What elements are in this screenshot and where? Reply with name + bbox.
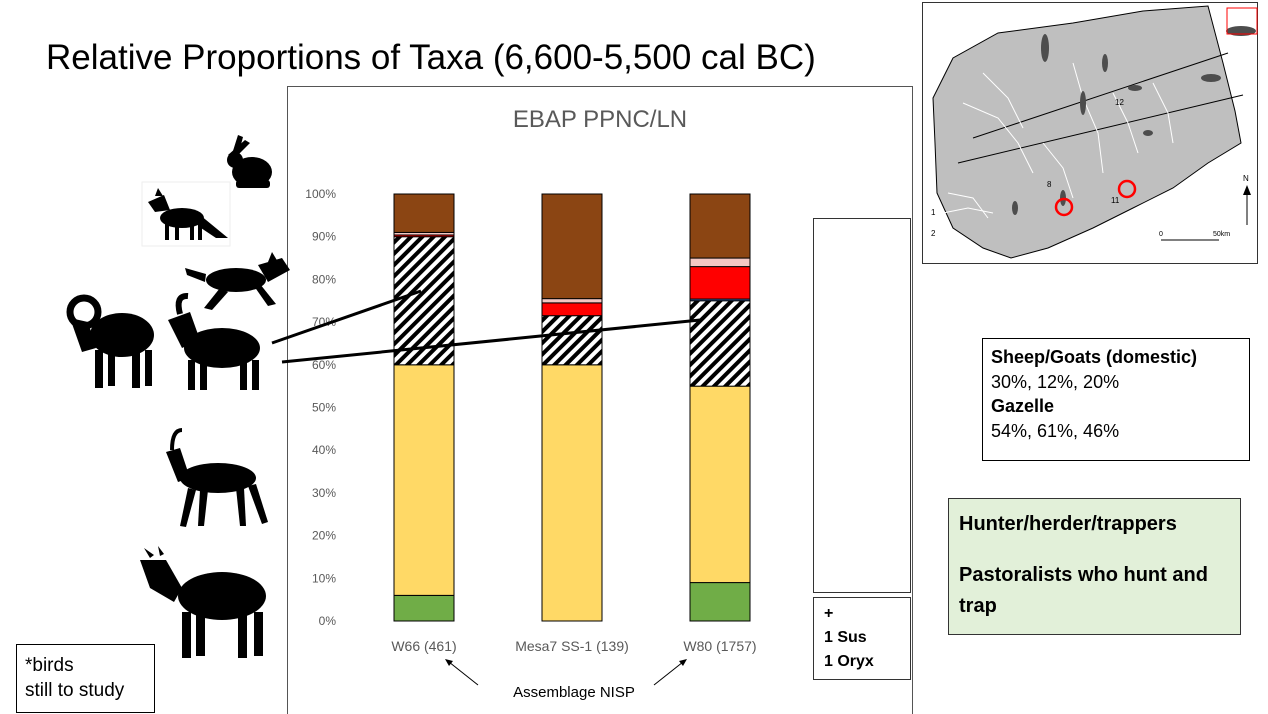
y-tick-label: 40%: [312, 443, 336, 457]
wolf-icon: [185, 252, 290, 310]
region-map: 1 2 8 11 12 0 50km N: [922, 2, 1258, 264]
stats-label-gazelle: Gazelle: [991, 396, 1055, 416]
legend: [813, 218, 911, 593]
map-scale-start: 0: [1159, 231, 1163, 238]
pointer-line-goat-w66: [271, 289, 422, 345]
bar-segment-equus: [393, 594, 455, 622]
x-tick-label: W80 (1757): [683, 638, 756, 654]
birds-note-line-2: still to study: [25, 680, 125, 701]
note-line-oryx: 1 Oryx: [824, 653, 874, 670]
map-site-number-12: 12: [1115, 98, 1124, 107]
map-north-label: N: [1243, 174, 1249, 183]
bar-segment-vulpes: [541, 298, 603, 304]
stats-value-gazelle: 54%, 61%, 46%: [991, 420, 1120, 441]
y-tick-label: 50%: [312, 401, 336, 415]
map-site-circle-2: [1117, 179, 1137, 199]
birds-note: *birds still to study: [16, 644, 155, 713]
bar-segment-canis: [541, 302, 603, 317]
map-site-number-2: 2: [931, 229, 936, 238]
north-arrow-head: [1243, 185, 1251, 195]
interpretation-line-2: Pastoralists who hunt and trap: [959, 564, 1208, 617]
map-svg: 1 2 8 11 12 0 50km N: [931, 5, 1258, 259]
map-inset-marker: [1226, 7, 1258, 35]
x-axis-label: Assemblage NISP: [513, 684, 635, 701]
hare-icon: [227, 135, 272, 188]
y-tick-label: 10%: [312, 571, 336, 585]
stats-box: Sheep/Goats (domestic) 30%, 12%, 20% Gaz…: [982, 338, 1250, 461]
map-site-number-1: 1: [931, 208, 936, 217]
bar-segment-lepus: [393, 193, 455, 233]
arrow-head-left: [445, 659, 453, 666]
map-boundary-line: [957, 94, 1244, 164]
map-site-number-8: 8: [1047, 180, 1052, 189]
y-tick-label: 80%: [312, 272, 336, 286]
stats-label-sheep-goats: Sheep/Goats (domestic): [991, 347, 1198, 367]
pointer-line-goat-w80: [281, 318, 701, 364]
animal-silhouettes: [66, 135, 290, 658]
map-wadis: [942, 62, 1174, 219]
y-tick-label: 20%: [312, 529, 336, 543]
bar-segment-canis: [689, 266, 751, 300]
goat-icon: [168, 292, 260, 390]
arrow-line-left: [448, 661, 479, 686]
map-boundary-line-2: [972, 52, 1229, 139]
note-line-sus: 1 Sus: [824, 629, 867, 646]
bar-segment-gazelle: [393, 364, 455, 596]
arrow-head-right: [679, 659, 687, 666]
pointer-lines: [271, 289, 701, 364]
slide-title: Relative Proportions of Taxa (6,600-5,50…: [46, 38, 816, 77]
y-tick-label: 0%: [319, 614, 337, 628]
map-scale-end: 50km: [1213, 231, 1230, 238]
y-tick-label: 100%: [305, 187, 336, 201]
nisp-arrows: [445, 659, 687, 686]
arrow-line-right: [653, 661, 684, 686]
x-tick-label: Mesa7 SS-1 (139): [515, 638, 629, 654]
note-line-plus: +: [824, 605, 834, 622]
y-tick-label: 30%: [312, 486, 336, 500]
chart-title: EBAP PPNC/LN: [512, 106, 688, 133]
bar-segment-o-c: [689, 300, 751, 387]
interpretation-box: Hunter/herder/trappers Pastoralists who …: [948, 498, 1241, 635]
x-tick-label: W66 (461): [391, 638, 456, 654]
bar-segment-lepus: [689, 193, 751, 259]
bar-segment-vulpes: [689, 257, 751, 268]
map-site-circle-1: [1054, 197, 1074, 217]
birds-note-line-1: *birds: [25, 655, 74, 676]
bar-segment-lepus: [541, 193, 603, 300]
y-tick-label: 90%: [312, 230, 336, 244]
interpretation-line-1: Hunter/herder/trappers: [959, 513, 1177, 535]
stats-value-sheep-goats: 30%, 12%, 20%: [991, 371, 1120, 392]
bar-segment-gazelle: [541, 364, 603, 622]
extra-taxa-note: + 1 Sus 1 Oryx: [813, 597, 911, 680]
bar-segment-gazelle: [689, 385, 751, 584]
map-site-number-11: 11: [1111, 196, 1120, 205]
donkey-icon: [140, 546, 266, 658]
bar-segment-o-c: [541, 315, 603, 366]
y-tick-label: 60%: [312, 358, 336, 372]
gazelle-icon: [166, 428, 268, 527]
bar-segment-equus: [689, 582, 751, 622]
mouflon-icon: [66, 294, 154, 388]
fox-icon: [141, 181, 231, 247]
